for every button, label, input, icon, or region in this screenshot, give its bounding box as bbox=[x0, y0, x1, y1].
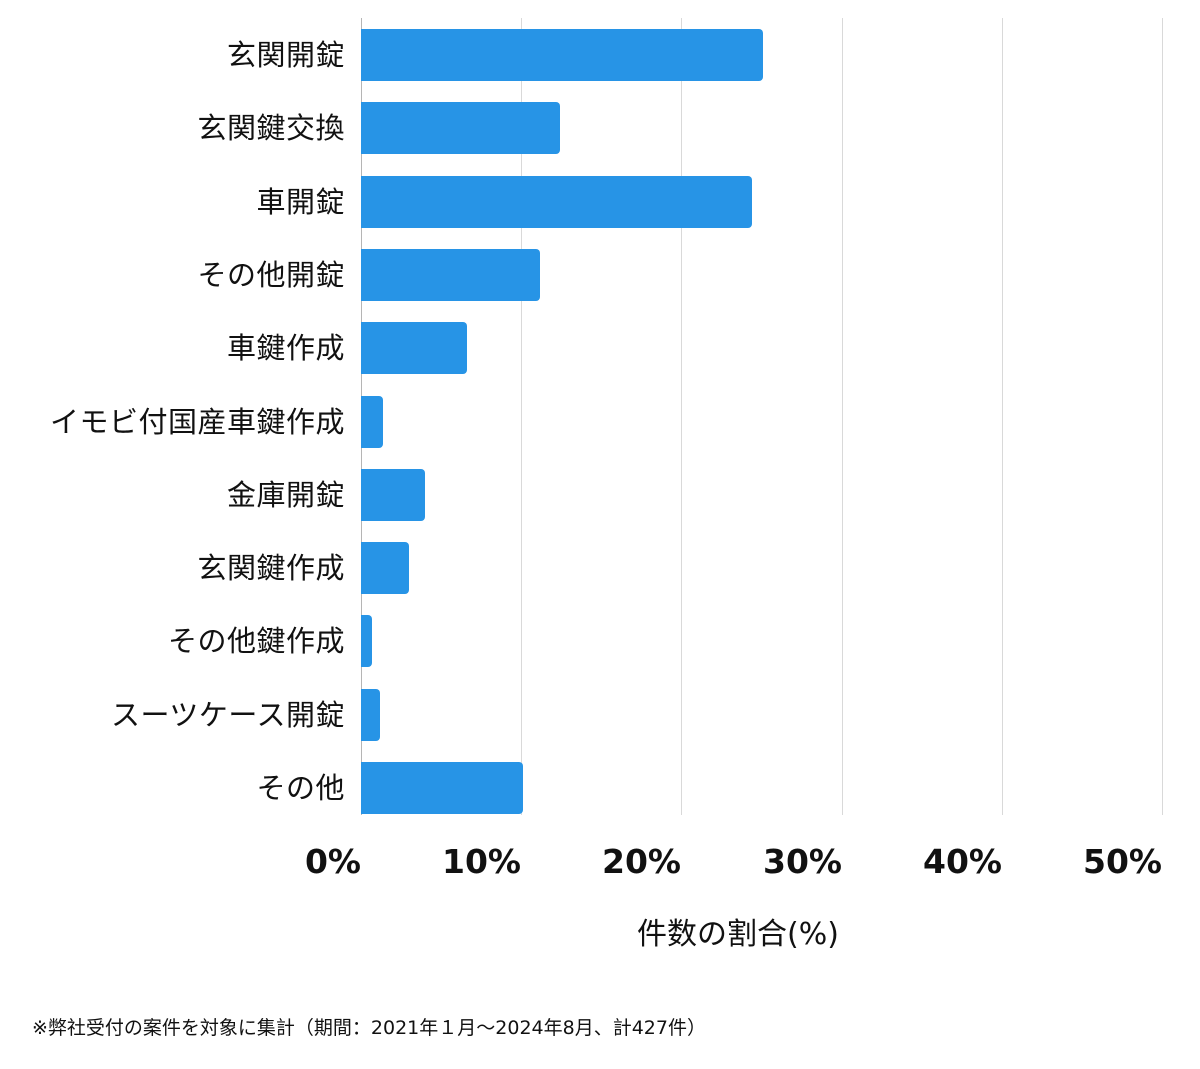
x-tick-label: 0% bbox=[304, 842, 361, 881]
bar[interactable] bbox=[361, 542, 409, 595]
footnote: ※弊社受付の案件を対象に集計（期間：2021年１月〜2024年8月、計427件） bbox=[32, 1017, 706, 1039]
bar[interactable] bbox=[361, 468, 425, 521]
plot-area bbox=[361, 18, 1163, 815]
x-tick-label: 20% bbox=[602, 842, 681, 881]
x-tick-label: 30% bbox=[763, 842, 842, 881]
bar[interactable] bbox=[361, 688, 380, 741]
bar[interactable] bbox=[361, 762, 523, 814]
bar[interactable] bbox=[361, 395, 383, 448]
bar[interactable] bbox=[361, 102, 560, 155]
bar[interactable] bbox=[361, 29, 763, 81]
x-tick-label: 40% bbox=[923, 842, 1002, 881]
gridline bbox=[842, 18, 843, 815]
gridline bbox=[1162, 18, 1163, 815]
gridline bbox=[521, 18, 522, 815]
category-label: 玄関開錠 bbox=[226, 38, 345, 72]
bar[interactable] bbox=[361, 175, 752, 228]
x-axis-title: 件数の割合(%) bbox=[637, 917, 839, 952]
category-label: 玄関鍵作成 bbox=[197, 551, 345, 586]
x-tick-label: 50% bbox=[1083, 842, 1162, 881]
bar[interactable] bbox=[361, 615, 372, 668]
gridline bbox=[1002, 18, 1003, 815]
category-label: その他鍵作成 bbox=[167, 624, 345, 659]
x-tick-label: 10% bbox=[442, 842, 521, 881]
category-label: その他開錠 bbox=[197, 257, 345, 292]
gridline bbox=[681, 18, 682, 815]
category-label: 金庫開錠 bbox=[226, 477, 345, 512]
category-label: スーツケース開錠 bbox=[111, 697, 345, 732]
category-label: その他 bbox=[256, 771, 345, 805]
category-label: 玄関鍵交換 bbox=[197, 111, 345, 146]
bar[interactable] bbox=[361, 322, 467, 375]
category-label: 車開錠 bbox=[256, 184, 345, 219]
category-label: イモビ付国産車鍵作成 bbox=[49, 404, 345, 439]
category-label: 車鍵作成 bbox=[226, 331, 345, 366]
bar[interactable] bbox=[361, 248, 540, 301]
